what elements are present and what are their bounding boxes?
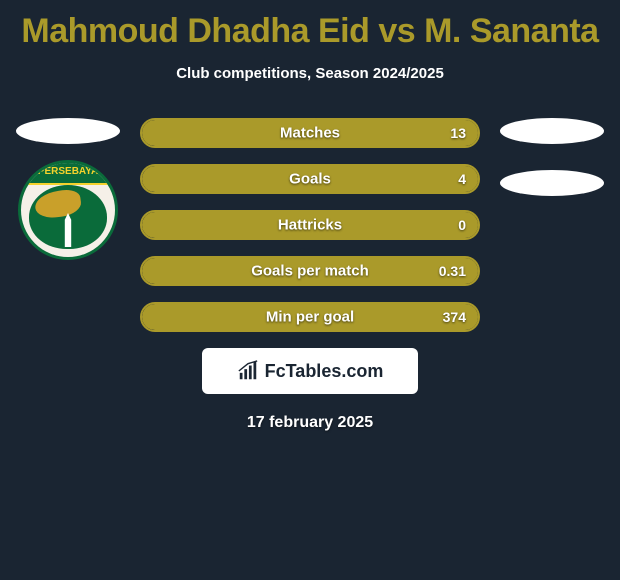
stat-value: 0.31 [439,263,466,279]
brand-name: FcTables.com [265,361,384,382]
season-subtitle: Club competitions, Season 2024/2025 [0,65,620,82]
badge-banner-text: PERSEBAYA [21,163,115,185]
stat-label: Goals [289,171,331,188]
stats-list: Matches 13 Goals 4 Hattricks 0 Goals per… [140,118,480,332]
stat-value: 374 [443,309,466,325]
stat-label: Hattricks [278,217,342,234]
club-badge-left: PERSEBAYA [18,160,118,260]
club-badge-right-placeholder [500,170,604,196]
player-right-column [492,118,612,196]
stat-label: Min per goal [266,309,354,326]
snapshot-date: 17 february 2025 [0,414,620,432]
bar-chart-icon [237,360,259,382]
player-right-photo-placeholder [500,118,604,144]
stat-label: Goals per match [251,263,369,280]
stat-row-goals: Goals 4 [140,164,480,194]
stat-value: 4 [458,171,466,187]
comparison-title: Mahmoud Dhadha Eid vs M. Sananta [0,0,620,51]
comparison-body: PERSEBAYA Matches 13 Goals 4 Hattricks 0… [0,118,620,432]
stat-value: 0 [458,217,466,233]
player-left-column: PERSEBAYA [8,118,128,260]
brand-logo-box[interactable]: FcTables.com [202,348,418,394]
stat-row-matches: Matches 13 [140,118,480,148]
stat-label: Matches [280,125,340,142]
player-left-photo-placeholder [16,118,120,144]
stat-row-hattricks: Hattricks 0 [140,210,480,240]
stat-value: 13 [450,125,466,141]
stat-row-goals-per-match: Goals per match 0.31 [140,256,480,286]
stat-row-min-per-goal: Min per goal 374 [140,302,480,332]
